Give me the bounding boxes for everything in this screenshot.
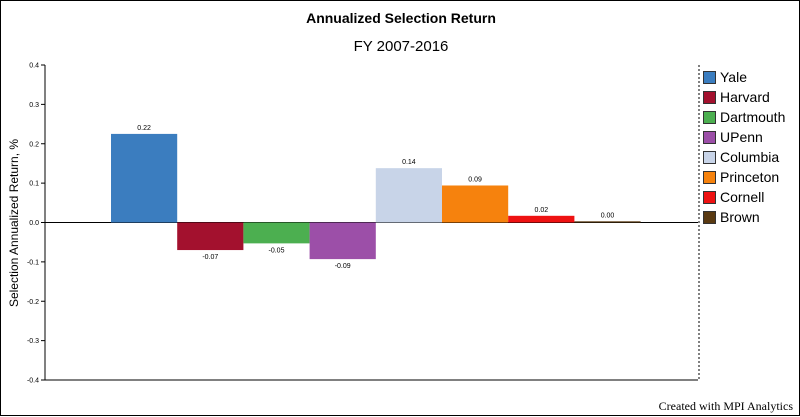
- data-label: -0.07: [202, 254, 218, 261]
- bar-cornell: [508, 215, 575, 223]
- legend-item-brown: Brown: [703, 207, 785, 227]
- legend-label: Columbia: [720, 149, 780, 165]
- bar-harvard: [177, 222, 244, 251]
- data-label: 0.02: [534, 207, 548, 214]
- y-tick-label: -0.3: [27, 338, 39, 345]
- y-tick-label: 0.3: [29, 102, 39, 109]
- y-tick-label: -0.1: [27, 259, 39, 266]
- legend-swatch: [703, 70, 716, 84]
- bar-princeton: [442, 185, 509, 223]
- y-tick-label: 0.2: [29, 141, 39, 148]
- legend-label: Dartmouth: [720, 109, 786, 125]
- y-tick-label: 0.1: [29, 181, 39, 188]
- y-tick-label: 0.4: [29, 63, 39, 70]
- legend-swatch: [703, 130, 716, 144]
- bar-dartmouth: [243, 222, 310, 244]
- legend-item-harvard: Harvard: [703, 87, 785, 107]
- data-label: -0.05: [269, 247, 285, 254]
- legend-item-columbia: Columbia: [703, 147, 785, 167]
- legend-item-dartmouth: Dartmouth: [703, 107, 785, 127]
- legend-item-princeton: Princeton: [703, 167, 785, 187]
- legend-swatch: [703, 170, 716, 184]
- legend-label: Princeton: [720, 169, 780, 185]
- legend-swatch: [703, 210, 716, 224]
- y-tick-label: -0.2: [27, 299, 39, 306]
- bar-columbia: [375, 168, 442, 223]
- legend-item-upenn: UPenn: [703, 127, 785, 147]
- legend-item-yale: Yale: [703, 67, 785, 87]
- y-tick-label: 0.0: [29, 220, 39, 227]
- bar-upenn: [309, 222, 376, 260]
- legend-swatch: [703, 90, 716, 104]
- legend-swatch: [703, 190, 716, 204]
- legend-label: UPenn: [720, 129, 763, 145]
- legend-swatch: [703, 110, 716, 124]
- chart-title: Annualized Selection Return: [306, 10, 496, 26]
- credit-text: Created with MPI Analytics: [658, 399, 793, 413]
- data-label: -0.09: [335, 263, 351, 270]
- legend-item-cornell: Cornell: [703, 187, 785, 207]
- data-label: 0.09: [468, 176, 482, 183]
- legend-label: Yale: [720, 69, 747, 85]
- legend-swatch: [703, 150, 716, 164]
- chart-subtitle: FY 2007-2016: [353, 38, 449, 55]
- legend-label: Harvard: [720, 89, 770, 105]
- bar-yale: [111, 133, 178, 223]
- legend-label: Cornell: [720, 189, 765, 205]
- legend: Yale Harvard Dartmouth UPenn Columbia Princet…: [703, 67, 785, 227]
- y-tick-label: -0.4: [27, 378, 39, 385]
- data-label: 0.22: [137, 125, 151, 132]
- bar-brown: [574, 221, 641, 223]
- legend-label: Brown: [720, 209, 760, 225]
- data-label: 0.14: [402, 159, 416, 166]
- data-label: 0.00: [601, 212, 615, 219]
